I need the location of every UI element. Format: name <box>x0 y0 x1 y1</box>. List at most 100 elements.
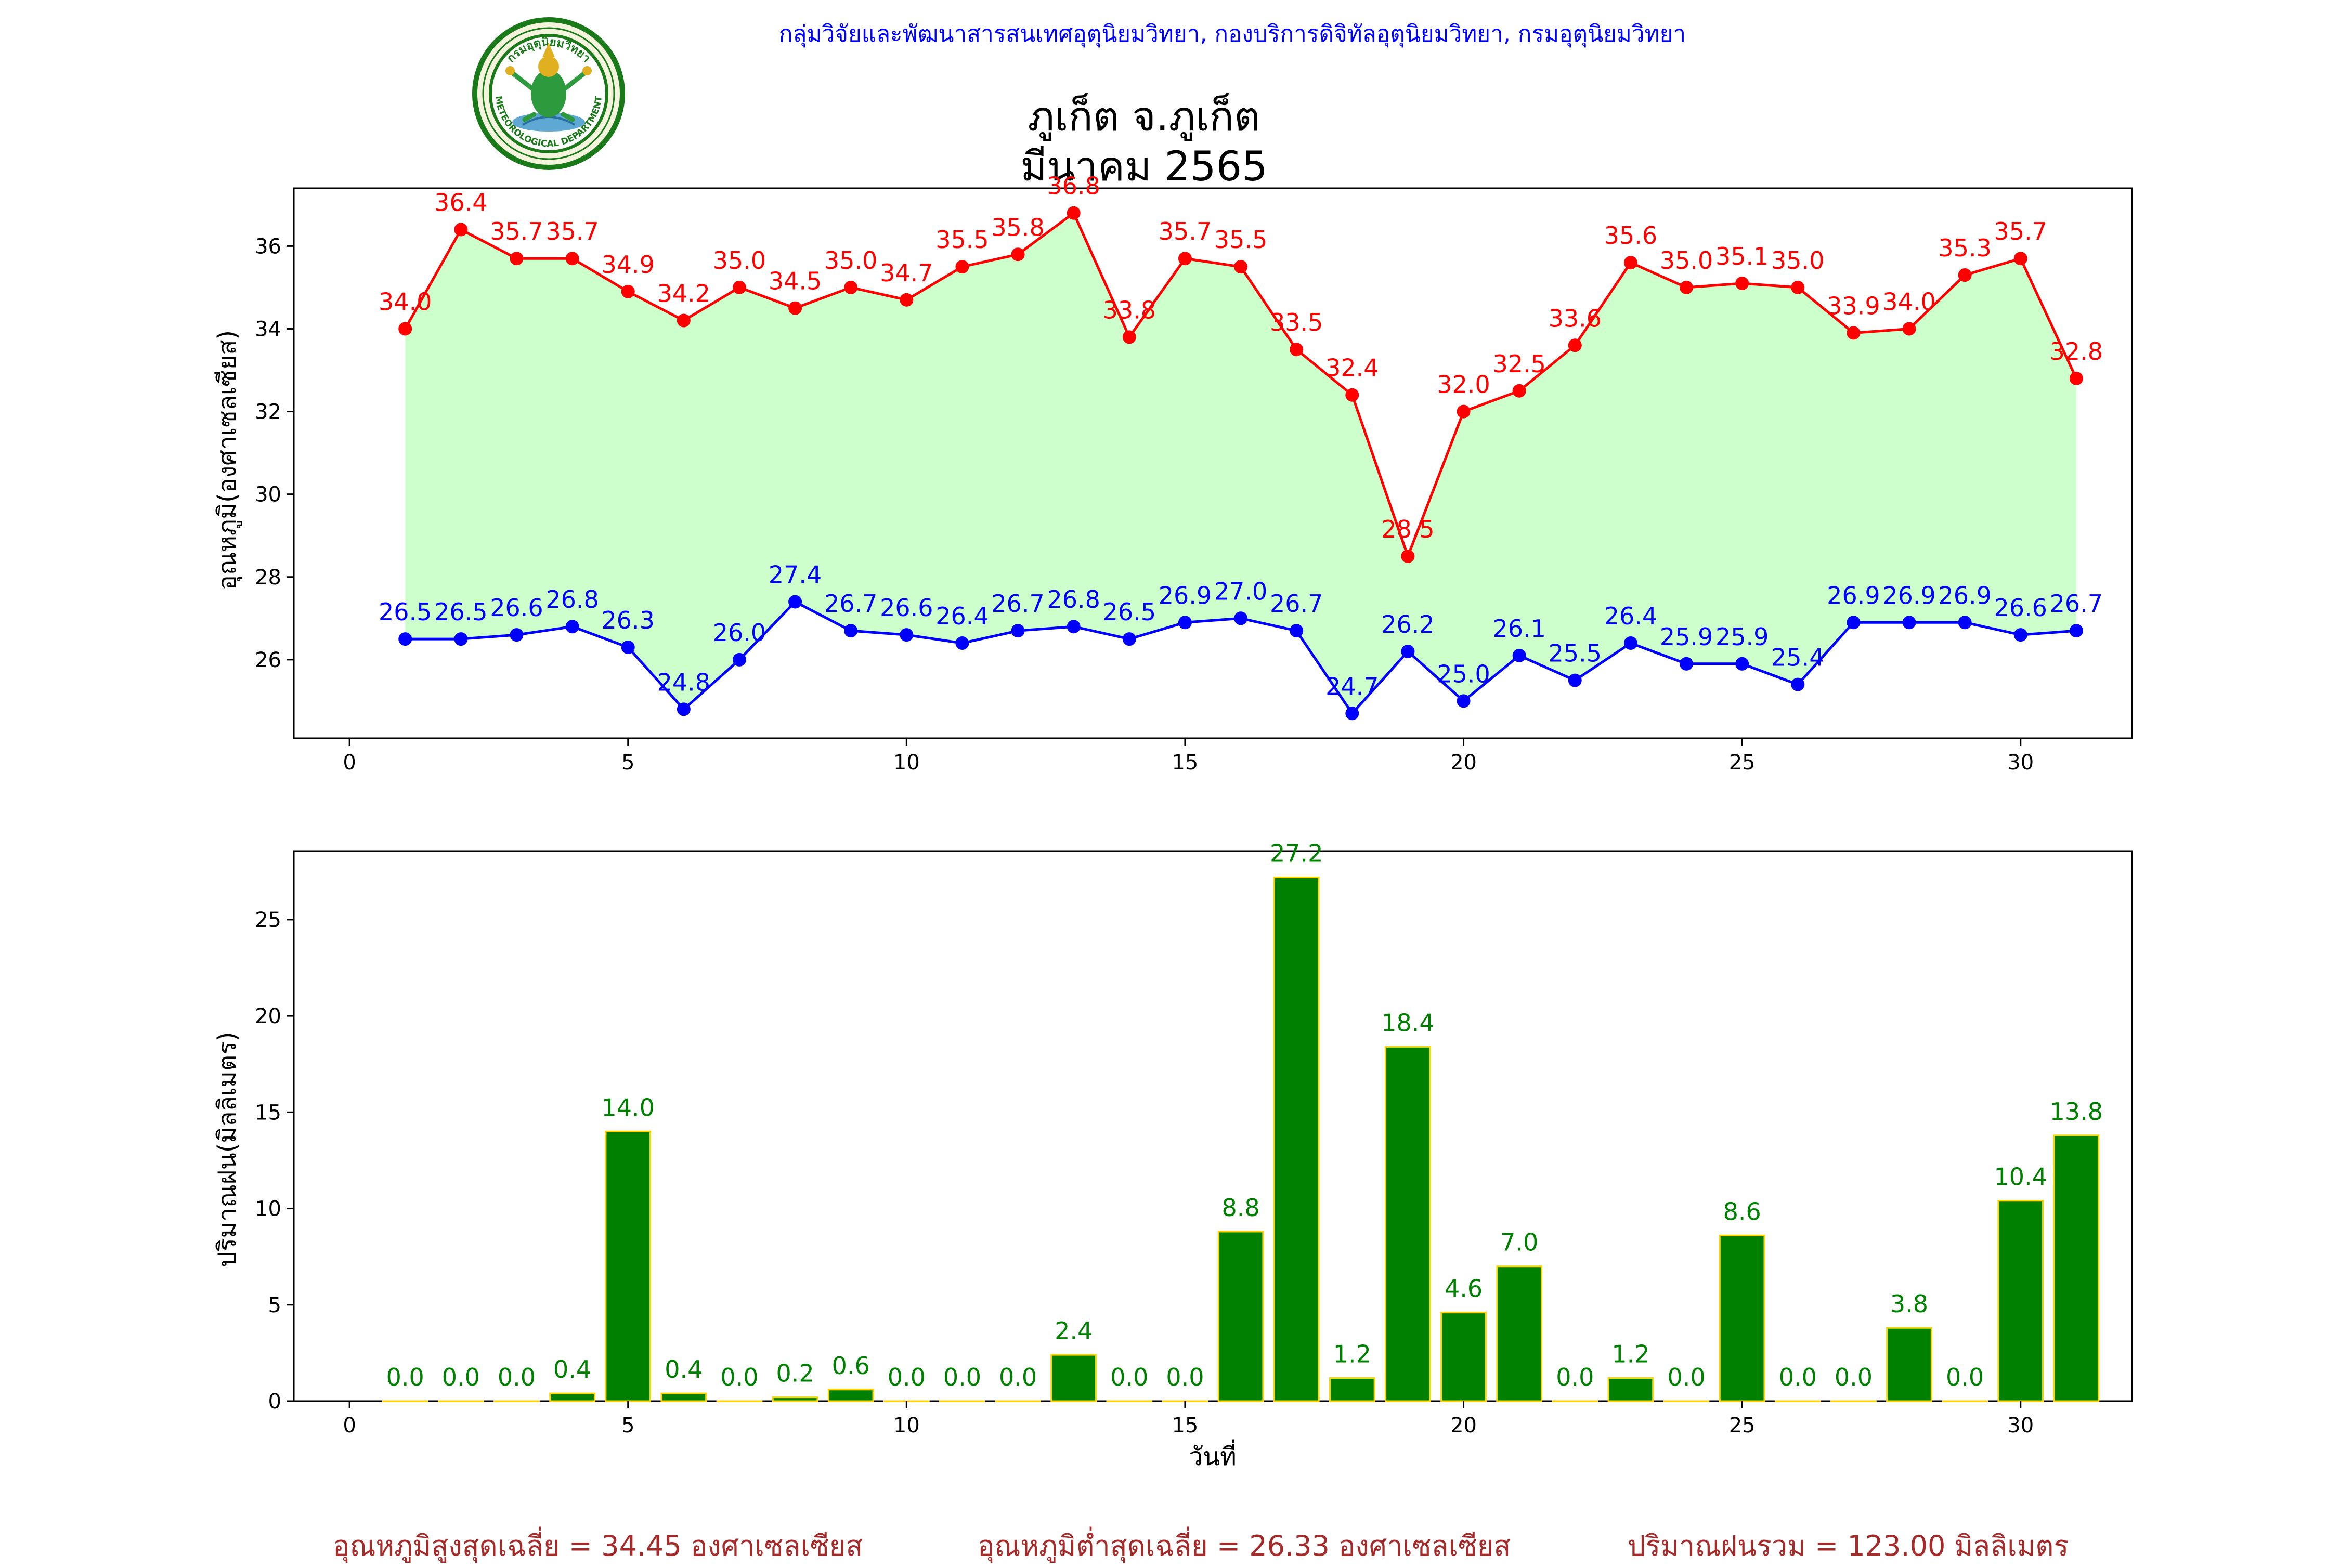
rainfall-bar-label: 0.4 <box>553 1355 591 1383</box>
rainfall-bar-label: 3.8 <box>1890 1290 1928 1318</box>
rain-y-tick-label: 25 <box>255 908 281 932</box>
max-temperature-point <box>844 281 857 294</box>
rainfall-bar-label: 0.0 <box>888 1363 926 1391</box>
min-temperature-label: 26.5 <box>379 598 432 626</box>
rainfall-plot-frame <box>294 851 2132 1401</box>
temp-y-tick-label: 36 <box>255 234 281 258</box>
min-temperature-label: 25.9 <box>1660 623 1713 651</box>
rainfall-bar-label: 0.0 <box>720 1363 758 1391</box>
min-temperature-point <box>1958 616 1972 629</box>
max-temperature-label: 34.2 <box>657 280 710 308</box>
rainfall-bar-label: 0.0 <box>1779 1363 1817 1391</box>
max-temperature-point <box>621 285 635 298</box>
rainfall-bar <box>1330 1378 1374 1401</box>
rainfall-bar <box>1441 1313 1486 1401</box>
min-temperature-point <box>1513 649 1526 662</box>
min-temperature-label: 26.2 <box>1381 610 1434 638</box>
min-temperature-label: 25.9 <box>1715 623 1769 651</box>
min-temperature-label: 26.8 <box>545 585 599 613</box>
min-temperature-point <box>955 636 969 650</box>
min-temperature-point <box>1903 616 1916 629</box>
rainfall-bar-label: 18.4 <box>1381 1009 1434 1037</box>
min-temperature-label: 26.3 <box>602 606 655 634</box>
min-temperature-label: 26.8 <box>1047 585 1100 613</box>
rainfall-bar <box>1051 1355 1096 1401</box>
max-temperature-point <box>677 314 691 328</box>
min-temperature-label: 26.6 <box>1994 594 2047 622</box>
rain-y-tick-label: 20 <box>255 1004 281 1028</box>
max-temperature-point <box>1457 405 1471 419</box>
max-temperature-point <box>788 302 802 315</box>
max-temperature-label: 35.0 <box>1660 246 1713 275</box>
max-temperature-point <box>398 322 412 335</box>
temperature-y-axis-label: อุณหภูมิ(องศาเซลเซียส) <box>213 330 242 590</box>
min-temperature-point <box>1791 678 1804 691</box>
min-temperature-point <box>621 641 635 654</box>
max-temperature-label: 35.7 <box>490 217 543 245</box>
min-temperature-point <box>2070 624 2083 637</box>
min-temperature-point <box>1401 645 1414 658</box>
rainfall-bar <box>1887 1328 1932 1401</box>
rain-y-tick-label: 5 <box>268 1293 281 1317</box>
rainfall-bar-label: 0.6 <box>832 1352 870 1380</box>
rainfall-bar-label: 0.0 <box>999 1363 1037 1391</box>
min-temperature-label: 25.5 <box>1549 639 1602 668</box>
max-temperature-label: 35.3 <box>1938 234 1991 262</box>
min-temperature-point <box>1067 620 1081 633</box>
rainfall-bar <box>828 1390 873 1401</box>
max-temperature-label: 34.0 <box>1882 288 1935 316</box>
min-temperature-point <box>1680 657 1693 671</box>
temp-x-tick-label: 10 <box>893 751 920 775</box>
max-temperature-point <box>1624 256 1637 269</box>
temp-x-tick-label: 20 <box>1450 751 1477 775</box>
max-temperature-point <box>2070 372 2083 385</box>
max-temperature-label: 35.7 <box>1994 217 2047 245</box>
summary-total-rain: ปริมาณฝนรวม = 123.00 มิลลิเมตร <box>1628 1523 2069 1568</box>
min-temperature-label: 27.4 <box>769 560 822 589</box>
min-temperature-point <box>1234 611 1247 625</box>
min-temperature-point <box>566 620 579 633</box>
max-temperature-point <box>1735 277 1749 290</box>
max-temperature-label: 35.7 <box>545 217 599 245</box>
rainfall-bar-label: 0.0 <box>943 1363 981 1391</box>
rainfall-bar-label: 2.4 <box>1055 1317 1093 1345</box>
rainfall-bars <box>383 877 2098 1401</box>
temperature-range-fill <box>405 213 2076 714</box>
max-temperature-label: 35.5 <box>935 226 989 254</box>
rainfall-bar-label: 0.0 <box>1667 1363 1705 1391</box>
rain-x-tick-label: 25 <box>1729 1414 1756 1438</box>
min-temperature-label: 25.4 <box>1771 644 1824 672</box>
max-temperature-point <box>1513 384 1526 398</box>
rainfall-bar <box>1386 1047 1431 1401</box>
max-temperature-label: 35.8 <box>991 213 1044 241</box>
max-temperature-label: 34.5 <box>769 267 822 295</box>
rainfall-bar-label: 0.0 <box>1835 1363 1873 1391</box>
max-temperature-point <box>1123 330 1136 344</box>
min-temperature-point <box>900 628 913 642</box>
max-temperature-label: 32.5 <box>1492 350 1545 378</box>
min-temperature-label: 24.8 <box>657 668 710 696</box>
max-temperature-point <box>955 260 969 273</box>
max-temperature-label: 35.0 <box>824 246 877 275</box>
max-temperature-point <box>1680 281 1693 294</box>
min-temperature-point <box>1847 616 1860 629</box>
rainfall-bar-label: 10.4 <box>1994 1163 2047 1191</box>
max-temperature-point <box>1234 260 1247 273</box>
min-temperature-label: 26.7 <box>991 590 1044 618</box>
max-temperature-label: 35.7 <box>1159 217 1212 245</box>
rainfall-bar <box>606 1131 651 1401</box>
min-temperature-label: 26.9 <box>1827 581 1880 609</box>
min-temperature-label: 27.0 <box>1214 577 1267 605</box>
min-temperature-point <box>1123 632 1136 646</box>
min-temperature-label: 26.9 <box>1159 581 1212 609</box>
max-temperature-label: 32.4 <box>1325 354 1379 382</box>
rainfall-bar <box>550 1393 595 1401</box>
max-temperature-label: 35.1 <box>1715 242 1769 270</box>
min-temperature-point <box>510 628 523 642</box>
rainfall-bar <box>2054 1135 2099 1401</box>
temp-x-tick-label: 25 <box>1729 751 1756 775</box>
rainfall-bar-label: 4.6 <box>1445 1275 1483 1303</box>
rain-x-tick-label: 30 <box>2007 1414 2034 1438</box>
